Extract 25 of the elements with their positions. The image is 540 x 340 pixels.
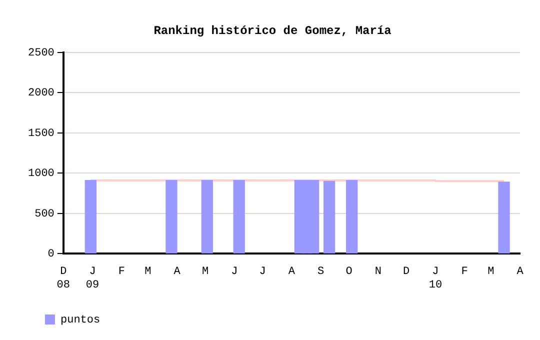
x-tick-label: F: [118, 266, 125, 278]
x-tick-label: A: [516, 266, 524, 278]
x-tick-label: M: [202, 266, 209, 278]
x-tick-label: O: [346, 266, 353, 278]
legend-label: puntos: [60, 314, 100, 326]
x-tick-label: D: [403, 266, 410, 278]
x-tick-label: A: [174, 266, 181, 278]
x-tick-label: J 10: [428, 266, 442, 292]
x-tick-label: M: [144, 266, 152, 278]
x-tick-label: M: [488, 266, 494, 278]
y-tick-label: 500: [34, 208, 54, 220]
x-tick-label: D 08: [56, 266, 70, 292]
x-tick-label: A: [288, 266, 296, 278]
y-tick-label: 1000: [28, 168, 54, 180]
y-tick-label: 2000: [28, 88, 54, 100]
x-tick-label: N: [374, 266, 382, 278]
y-tick-label: 0: [48, 248, 54, 261]
chart-title: Ranking histórico de Gomez, María: [154, 24, 392, 38]
x-tick-label: J: [259, 266, 266, 278]
y-tick-label: 2500: [28, 47, 54, 60]
x-tick-label: S: [318, 266, 325, 278]
x-tick-label: J: [231, 266, 238, 278]
x-tick-label: J 09: [86, 266, 100, 292]
x-tick-label: F: [461, 266, 468, 278]
y-tick-label: 1500: [28, 128, 54, 140]
